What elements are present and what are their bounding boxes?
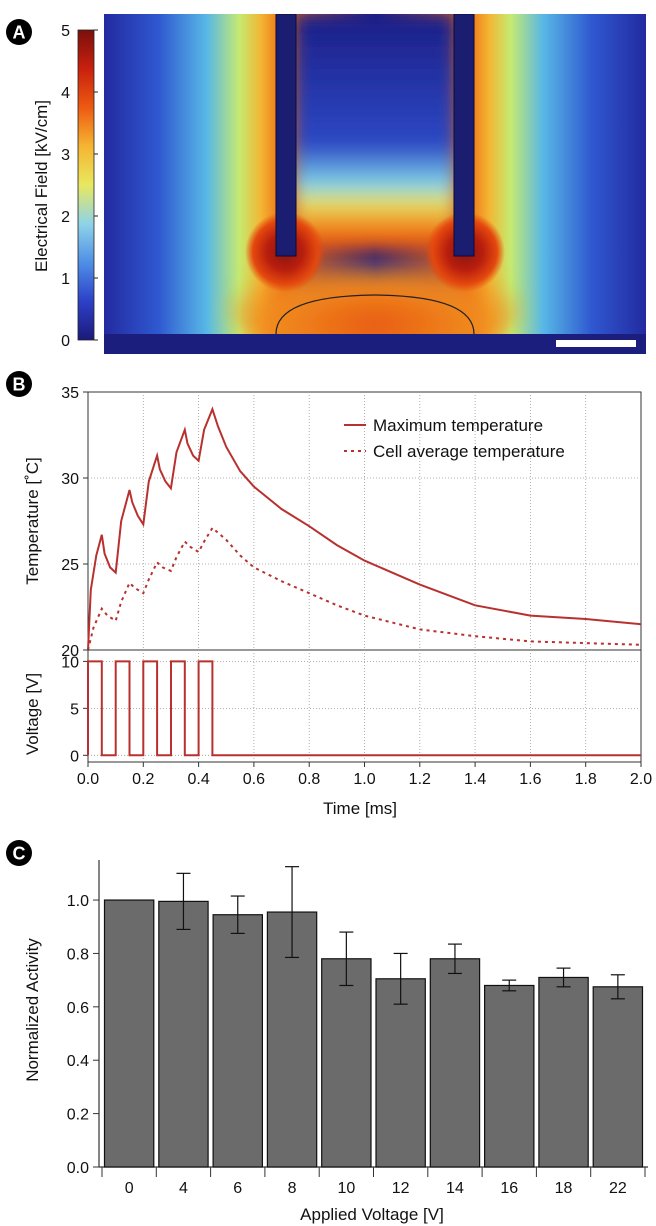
temperature-grid	[88, 392, 641, 650]
voltage-y-label: Voltage [V]	[23, 673, 42, 755]
error-bar-10	[339, 931, 354, 987]
voltage-plot: 0 5 10 0.0 0.2 0.4 0.6 0.8 1.0 1.2 1.4 1.6 1.8 2.0 V…	[23, 649, 652, 818]
bar-y-tick-label-0.8: 0.8	[67, 946, 89, 963]
activity-bar-plot: 0.0 0.2 0.4 0.6 0.8 1.0 0 4 6 8 10 12 14 16 18 22 Norm…	[23, 860, 648, 1224]
series-cell-average-temperature	[87, 526, 642, 651]
bar-x-tick-label-4: 4	[179, 1180, 188, 1197]
error-bar-4	[176, 872, 191, 931]
time-x-tick-label-1.0: 1.0	[353, 771, 375, 788]
cell-outline	[275, 294, 475, 335]
bar-14	[429, 958, 481, 1168]
time-x-tick-label-0.2: 0.2	[132, 771, 154, 788]
time-x-tick-label-0.6: 0.6	[243, 771, 265, 788]
bar-y-ticks: 0.0 0.2 0.4 0.6 0.8 1.0	[67, 893, 99, 1177]
bar-x-tick-label-0: 0	[125, 1180, 134, 1197]
panel-c: C 0.0 0.2 0.4 0.6 0.8 1.0 0 4 6 8 10 12 14 16 18 22 No…	[6, 840, 648, 1224]
series-maximum-temperature	[87, 406, 642, 651]
panel-c-label: C	[13, 844, 26, 864]
time-x-tick-label-0.4: 0.4	[187, 771, 209, 788]
error-bar-14	[447, 943, 462, 975]
bar-x-tick-label-12: 12	[392, 1180, 410, 1197]
bar-6	[212, 914, 264, 1168]
voltage-x-ticks: 0.0 0.2 0.4 0.6 0.8 1.0 1.2 1.4 1.6 1.8 2.0	[77, 762, 652, 788]
error-bar-6	[230, 895, 245, 935]
bar-x-tick-label-16: 16	[500, 1180, 518, 1197]
bar-y-tick-label-0.2: 0.2	[67, 1107, 89, 1124]
error-bar-22	[610, 974, 625, 1000]
colorbar	[77, 29, 95, 341]
colorbar-ticks: 0 1 2 3 4 5	[61, 23, 98, 350]
bars	[103, 866, 644, 1168]
bar-x-ticks: 0 4 6 8 10 12 14 16 18 22	[101, 1167, 646, 1197]
temperature-y-tick-label-35: 35	[61, 385, 79, 402]
field-map	[104, 14, 646, 354]
bar-y-tick-label-0.4: 0.4	[67, 1053, 89, 1070]
series-voltage	[87, 660, 641, 757]
bar-0	[103, 899, 155, 1168]
bar-y-tick-label-0.0: 0.0	[67, 1160, 89, 1177]
legend-label-avg: Cell average temperature	[373, 442, 565, 461]
bar-16	[484, 984, 535, 1168]
panel-a: A 0 1 2 3 4 5 Electrical Field [kV/cm]	[6, 14, 646, 354]
colorbar-label: Electrical Field [kV/cm]	[32, 100, 51, 272]
time-x-tick-label-1.2: 1.2	[409, 771, 431, 788]
bar-y-label: Normalized Activity	[23, 938, 42, 1082]
bar-x-label: Applied Voltage [V]	[300, 1205, 444, 1224]
bar-22	[592, 986, 644, 1168]
time-x-tick-label-1.4: 1.4	[464, 771, 486, 788]
panel-a-badge	[6, 19, 32, 45]
voltage-y-ticks: 0 5 10	[61, 654, 88, 765]
temperature-y-tick-label-25: 25	[61, 557, 79, 574]
time-x-tick-label-1.8: 1.8	[575, 771, 597, 788]
time-x-tick-label-0.8: 0.8	[298, 771, 320, 788]
bar-x-tick-label-18: 18	[555, 1180, 573, 1197]
error-bar-12	[393, 952, 408, 1005]
legend-label-max: Maximum temperature	[373, 416, 543, 435]
voltage-y-tick-label-10: 10	[61, 654, 79, 671]
colorbar-tick-label-0: 0	[61, 333, 70, 350]
time-x-label: Time [ms]	[323, 799, 397, 818]
panel-c-badge	[6, 840, 32, 866]
colorbar-tick-label-5: 5	[61, 23, 70, 40]
temperature-plot: 20 25 30 35 Temperature [˚C] Maximum temper…	[23, 385, 642, 660]
time-x-tick-label-1.6: 1.6	[519, 771, 541, 788]
panel-a-label: A	[13, 23, 26, 43]
error-bar-8	[285, 866, 300, 959]
temperature-y-tick-label-30: 30	[61, 471, 79, 488]
panel-b-label: B	[13, 375, 26, 395]
bar-x-tick-label-10: 10	[337, 1180, 355, 1197]
bar-x-tick-label-14: 14	[446, 1180, 464, 1197]
colorbar-tick-label-2: 2	[61, 209, 70, 226]
electrode-right	[453, 14, 475, 257]
temperature-y-tick-label-20: 20	[61, 643, 79, 660]
error-bar-16	[502, 979, 517, 992]
time-x-tick-label-2.0: 2.0	[630, 771, 652, 788]
error-bar-18	[556, 967, 571, 988]
colorbar-tick-label-4: 4	[61, 85, 70, 102]
temperature-legend: Maximum temperature Cell average tempera…	[344, 416, 565, 461]
time-x-tick-label-0.0: 0.0	[77, 771, 99, 788]
temperature-y-label: Temperature [˚C]	[23, 457, 42, 585]
voltage-y-tick-label-0: 0	[70, 748, 79, 765]
panel-b: B 20 25 30 35 Temperature [˚C] Maximum temp…	[6, 371, 652, 818]
electrode-left	[275, 14, 297, 257]
voltage-y-tick-label-5: 5	[70, 701, 79, 718]
bar-x-tick-label-22: 22	[609, 1180, 627, 1197]
colorbar-tick-label-1: 1	[61, 271, 70, 288]
substrate	[104, 334, 646, 354]
temperature-y-ticks: 20 25 30 35	[61, 385, 88, 660]
panel-b-badge	[6, 371, 32, 397]
scale-bar	[556, 340, 636, 347]
bar-10	[321, 958, 372, 1168]
bar-4	[158, 900, 209, 1168]
bar-x-tick-label-6: 6	[233, 1180, 242, 1197]
bar-y-tick-label-0.6: 0.6	[67, 1000, 89, 1017]
bar-12	[375, 978, 426, 1168]
bar-y-tick-label-1.0: 1.0	[67, 893, 89, 910]
colorbar-tick-label-3: 3	[61, 147, 70, 164]
bar-18	[538, 976, 589, 1168]
bar-x-tick-label-8: 8	[288, 1180, 297, 1197]
